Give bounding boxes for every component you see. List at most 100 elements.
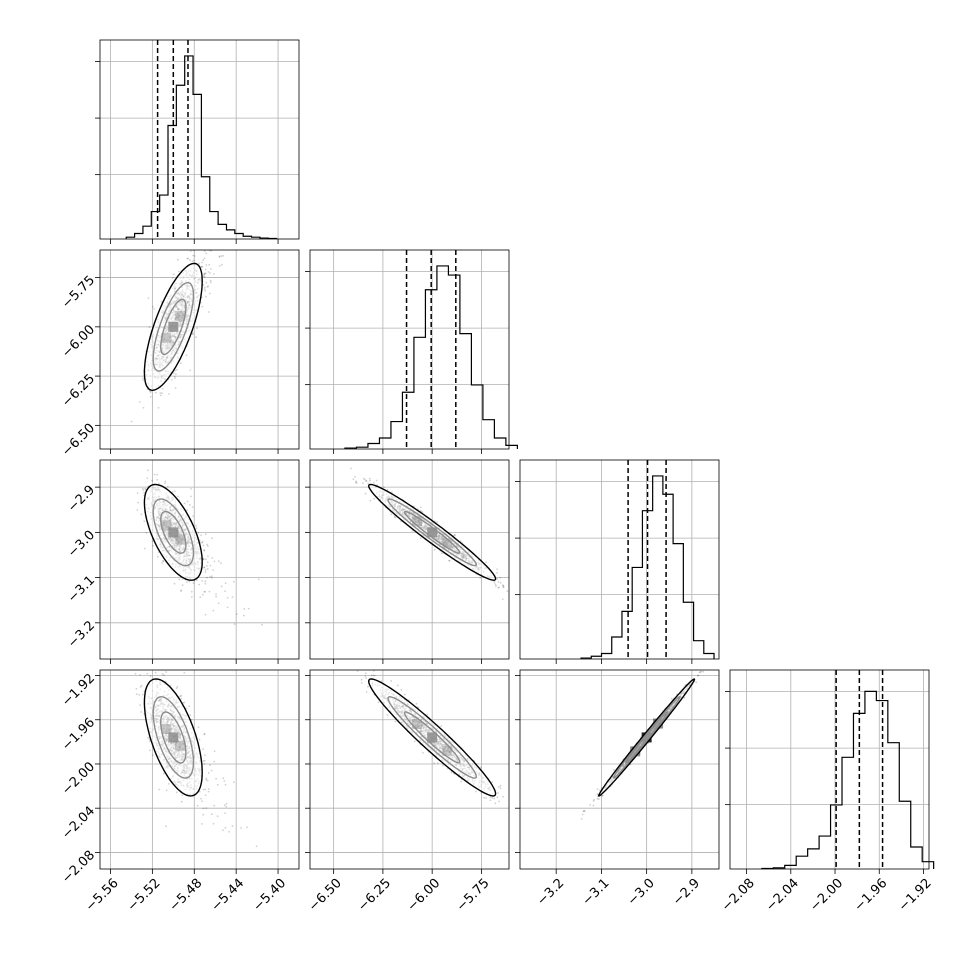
sample-point: [158, 788, 161, 791]
sample-point: [209, 564, 212, 567]
sample-point: [177, 258, 179, 261]
sample-point: [499, 787, 502, 789]
sample-point: [179, 362, 182, 364]
sample-point: [218, 255, 221, 257]
sample-point: [206, 286, 209, 288]
sample-point: [147, 297, 150, 299]
sample-point: [204, 613, 207, 616]
sample-point: [212, 609, 215, 612]
sample-point: [139, 674, 142, 676]
sample-point: [506, 590, 509, 592]
sample-point: [151, 305, 154, 308]
sample-point: [448, 559, 450, 562]
sample-point: [185, 354, 188, 357]
panel-frame: [99, 39, 300, 240]
sample-point: [205, 264, 208, 266]
sample-point: [226, 597, 229, 599]
sample-point: [201, 305, 204, 308]
sample-point: [209, 272, 211, 274]
sample-point: [183, 701, 186, 704]
sample-point: [372, 674, 375, 677]
sample-point: [166, 485, 169, 488]
sample-point: [441, 552, 443, 555]
sample-point: [130, 420, 133, 423]
sample-point: [233, 623, 236, 625]
sample-point: [190, 590, 193, 593]
sample-point: [453, 534, 456, 536]
sample-point: [160, 301, 163, 303]
sample-point: [248, 192, 250, 194]
sample-point: [383, 486, 385, 489]
sample-point: [195, 527, 198, 530]
sample-point: [157, 406, 160, 409]
sample-point: [203, 549, 206, 552]
sample-point: [224, 812, 227, 814]
sample-point: [493, 797, 496, 800]
sample-point: [255, 845, 258, 848]
sample-point: [202, 558, 205, 561]
sample-point: [249, 223, 251, 225]
sample-point: [171, 277, 174, 279]
panel-frame: [99, 249, 300, 450]
sample-point: [188, 580, 191, 583]
sample-point: [205, 807, 208, 810]
sample-point: [175, 373, 177, 375]
sample-point: [220, 255, 223, 257]
sample-point: [261, 623, 263, 626]
sample-point: [141, 487, 144, 490]
sample-point: [485, 561, 487, 563]
sample-point: [367, 482, 370, 485]
sample-point: [148, 326, 151, 329]
sample-point: [215, 593, 217, 596]
sample-point: [203, 288, 206, 290]
sample-point: [140, 684, 143, 687]
sample-point: [225, 806, 228, 808]
scatter-panel-1-3: [99, 459, 300, 660]
sample-point: [204, 788, 207, 791]
panel-frame: [99, 669, 300, 870]
sample-point: [191, 260, 194, 263]
sample-point: [203, 286, 206, 289]
sample-point: [243, 608, 246, 610]
sample-point: [233, 580, 235, 583]
sample-point: [186, 500, 189, 503]
sample-point: [549, 623, 551, 625]
sample-point: [216, 783, 219, 786]
sample-point: [513, 589, 515, 591]
panel-frame: [519, 459, 720, 660]
sample-point: [499, 581, 502, 584]
sample-point: [196, 327, 198, 330]
sample-point: [206, 545, 209, 547]
sample-point: [355, 480, 357, 483]
sample-point: [207, 285, 210, 288]
sample-point: [162, 772, 165, 775]
sample-point: [362, 482, 364, 485]
sample-point: [494, 583, 497, 586]
scatter-panel-1-2: [99, 192, 300, 450]
sample-point: [200, 823, 203, 825]
sample-point: [436, 762, 439, 765]
sample-point: [147, 469, 149, 472]
sample-point: [203, 566, 206, 569]
sample-point: [368, 477, 371, 480]
sample-point: [201, 580, 204, 582]
sample-point: [216, 815, 219, 818]
sample-point: [206, 568, 209, 570]
sample-point: [220, 229, 222, 231]
sample-point: [364, 492, 367, 495]
sample-point: [146, 477, 149, 479]
sample-point: [355, 482, 358, 484]
sample-point: [185, 707, 188, 710]
sample-point: [144, 487, 147, 490]
sample-point: [210, 813, 213, 816]
sample-point: [362, 477, 365, 480]
sample-point: [180, 694, 183, 697]
sample-point: [176, 685, 179, 688]
sample-point: [202, 259, 205, 261]
sample-point: [221, 263, 223, 266]
sample-point: [203, 272, 206, 275]
sample-point: [355, 481, 357, 484]
panel-frame: [99, 459, 300, 660]
sample-point: [190, 596, 193, 598]
sample-point: [189, 259, 191, 262]
